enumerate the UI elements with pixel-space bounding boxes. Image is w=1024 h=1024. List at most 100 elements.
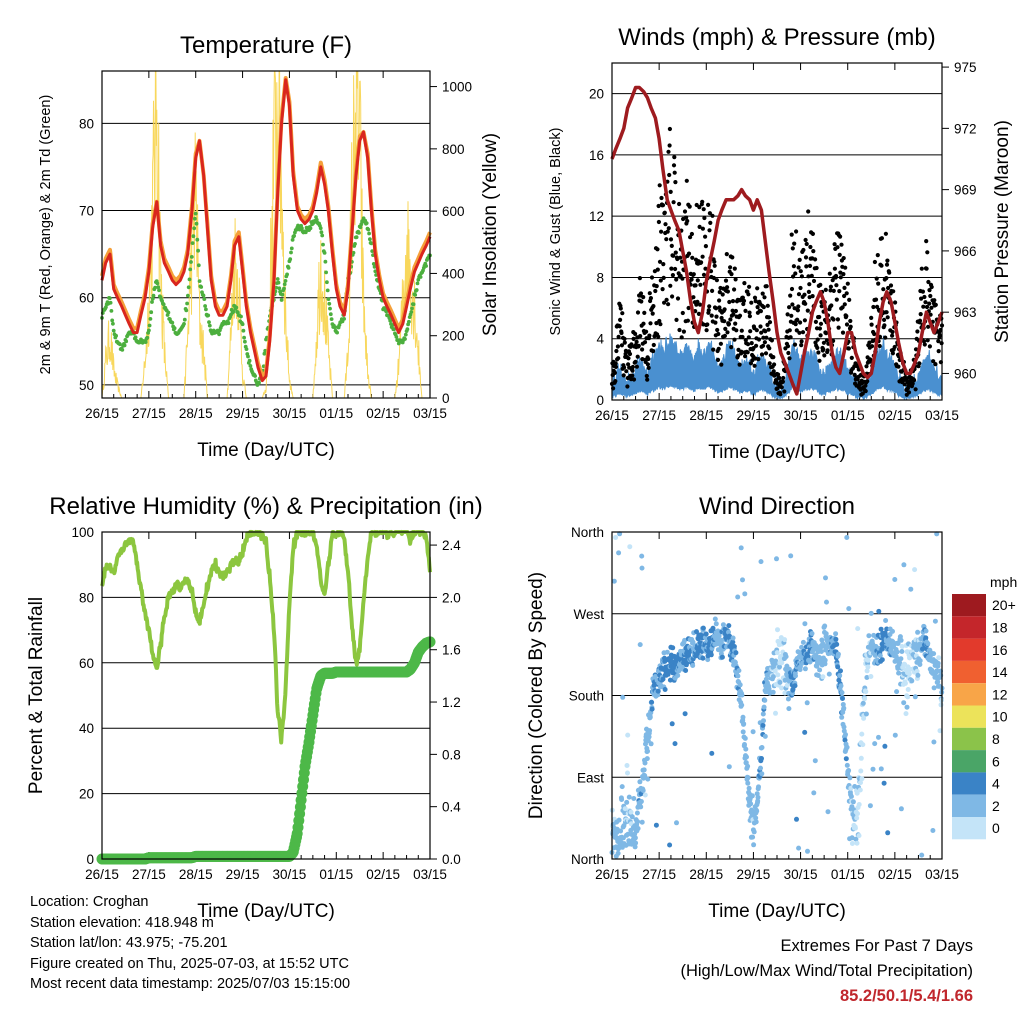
direction-point [649,706,655,712]
gust-point [656,219,662,225]
humidity-xtick-label: 28/15 [179,867,213,882]
direction-point [785,696,791,702]
gust-point [701,207,706,212]
direction-xtick-label: 01/15 [831,867,865,882]
gust-point [624,369,629,374]
legend-label: 8 [992,731,1000,747]
dewpoint-point [282,286,286,291]
direction-point [935,679,941,685]
dewpoint-point [328,306,332,311]
direction-point [923,628,929,634]
wind-frame [611,62,943,401]
direction-ytick-label: North [571,525,604,540]
dewpoint-point [149,310,154,315]
dewpoint-point [322,251,327,255]
humidity-xlabel: Time (Day/UTC) [197,901,335,922]
gust-point [931,359,936,364]
dewpoint-point [289,246,294,251]
gust-point [691,295,696,300]
gust-point [804,264,809,269]
direction-point [923,635,929,641]
direction-point [655,688,661,694]
direction-point [812,758,818,764]
gust-point [864,364,869,369]
direction-point [738,545,744,551]
direction-point [905,687,911,692]
gust-point [660,287,665,292]
direction-point [739,692,745,698]
dewpoint-point [182,317,187,322]
direction-point [931,651,937,657]
dewpoint-point [166,310,171,315]
dewpoint-point [248,364,253,368]
direction-point [898,806,904,812]
extremes-block: Extremes For Past 7 Days (High/Low/Max W… [680,934,973,1009]
legend-title: mph [990,574,1017,590]
direction-point [818,649,824,654]
direction-point [625,732,631,738]
gust-point [696,311,702,316]
gust-point [778,392,783,397]
direction-point [719,654,725,660]
direction-point [843,732,848,737]
direction-point [854,815,860,821]
gust-point [831,317,836,322]
direction-point [897,660,903,666]
gust-point [633,331,638,336]
gust-point [771,355,776,360]
gust-point [803,255,809,260]
wind-direction-panel: Wind Direction Time (Day/UTC) Direction (C… [526,493,959,922]
gust-point [742,281,747,286]
direction-point [632,844,638,850]
dewpoint-point [289,250,293,255]
gust-point [691,272,696,277]
dewpoint-point [324,270,328,275]
direction-point [642,773,648,779]
direction-point [883,618,889,623]
gust-point [646,356,651,362]
wind-xlabel: Time (Day/UTC) [708,442,846,463]
gust-point [682,209,688,214]
gust-point [627,351,633,357]
direction-point [754,808,760,814]
direction-point [712,616,718,622]
gust-point [740,295,746,300]
direction-point [772,668,778,674]
gust-point [749,300,754,305]
gust-point [672,155,677,160]
gust-point [767,320,773,325]
direction-point [932,618,938,624]
gust-point [863,389,868,394]
direction-point [864,675,870,680]
gust-point [727,299,732,305]
direction-point [629,814,635,820]
gust-point [739,328,744,333]
direction-point [844,535,850,540]
gust-point [848,324,853,329]
direction-point [626,794,632,800]
gust-point [661,262,666,267]
gust-point [662,210,667,215]
direction-point [624,799,630,805]
dewpoint-point [329,317,334,321]
dewpoint-point [326,297,331,301]
direction-point [838,683,844,689]
direction-point [796,845,802,851]
temperature-y2label: Solar Insolation (Yellow) [480,133,501,336]
gust-point [798,269,803,274]
direction-point [631,796,637,801]
legend-swatch [952,727,986,751]
dewpoint-point [359,222,364,227]
dewpoint-point [353,242,357,246]
humidity-ytick-label: 40 [79,721,94,736]
direction-point [936,655,942,661]
direction-point [633,840,639,846]
gust-point [810,294,815,299]
gust-point [797,330,802,335]
gust-point [715,327,720,333]
dewpoint-point [191,234,196,239]
gust-point [612,370,618,375]
direction-point [635,819,641,825]
gust-point [725,285,730,290]
gust-point [805,308,810,313]
